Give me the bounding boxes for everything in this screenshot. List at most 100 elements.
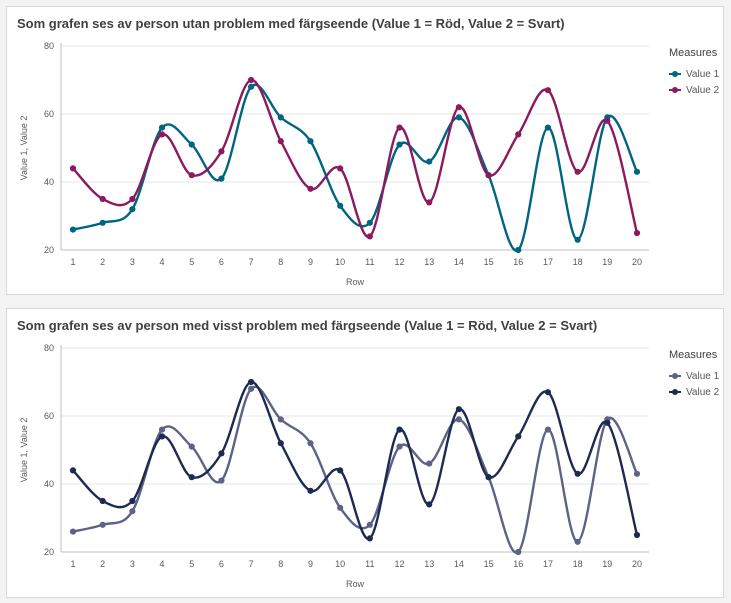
- y-tick-label: 80: [44, 41, 54, 51]
- data-point-value-1: [129, 508, 136, 515]
- series-line-value-2: [72, 78, 639, 238]
- data-point-value-1: [515, 548, 522, 556]
- legend: Measures Value 1 Value 2: [669, 349, 719, 400]
- y-tick-label: 60: [44, 109, 54, 119]
- data-point-value-2: [158, 131, 166, 138]
- data-point-value-2: [158, 433, 166, 440]
- legend-label: Value 1: [686, 370, 720, 382]
- data-point-value-2: [396, 426, 403, 433]
- x-tick-label: 14: [454, 257, 464, 267]
- x-tick-label: 20: [632, 257, 642, 267]
- data-point-value-1: [574, 236, 581, 243]
- legend-swatch-value-2: [669, 386, 681, 398]
- legend-swatch-value-1: [669, 370, 681, 382]
- data-point-value-1: [455, 416, 462, 423]
- x-tick-label: 4: [160, 559, 165, 569]
- x-tick-label: 6: [219, 559, 224, 569]
- legend-item-value-1[interactable]: Value 1: [669, 66, 719, 82]
- data-point-value-1: [455, 114, 462, 121]
- data-point-value-2: [426, 199, 433, 206]
- data-point-value-1: [248, 385, 255, 392]
- data-point-value-1: [248, 83, 255, 90]
- data-point-value-2: [544, 87, 552, 94]
- data-point-value-2: [485, 172, 492, 179]
- x-tick-label: 16: [513, 559, 523, 569]
- data-point-value-1: [188, 141, 195, 148]
- data-point-value-2: [69, 467, 77, 474]
- y-tick-label: 20: [44, 547, 54, 557]
- data-point-value-2: [277, 138, 284, 145]
- x-tick-label: 11: [365, 559, 374, 569]
- legend: Measures Value 1 Value 2: [669, 47, 719, 98]
- x-tick-label: 19: [602, 257, 612, 267]
- legend-item-value-1[interactable]: Value 1: [669, 368, 719, 384]
- data-point-value-1: [99, 219, 106, 226]
- data-point-value-1: [366, 219, 373, 226]
- legend-item-value-2[interactable]: Value 2: [669, 384, 719, 400]
- x-tick-label: 4: [160, 257, 165, 267]
- data-point-value-2: [633, 229, 641, 237]
- series-line-value-1: [72, 385, 639, 554]
- x-tick-label: 13: [424, 559, 434, 569]
- x-tick-label: 17: [543, 559, 553, 569]
- data-point-value-1: [633, 168, 641, 175]
- data-point-value-1: [99, 521, 106, 528]
- data-point-value-2: [515, 433, 522, 440]
- data-point-value-2: [426, 501, 433, 508]
- series-line-value-1: [72, 83, 639, 252]
- data-point-value-1: [277, 416, 284, 423]
- x-axis-title: Row: [346, 579, 365, 589]
- x-tick-label: 3: [130, 257, 135, 267]
- data-point-value-2: [129, 497, 136, 505]
- x-tick-label: 7: [249, 559, 254, 569]
- x-tick-label: 1: [70, 257, 75, 267]
- data-point-value-2: [515, 131, 522, 138]
- data-point-value-2: [396, 124, 403, 131]
- data-point-value-2: [307, 487, 314, 494]
- legend-title: Measures: [669, 47, 718, 59]
- y-tick-label: 20: [44, 245, 54, 255]
- x-tick-label: 12: [395, 257, 405, 267]
- data-point-value-2: [574, 470, 581, 477]
- x-tick-label: 18: [573, 559, 583, 569]
- data-point-value-2: [604, 419, 611, 426]
- data-point-value-1: [337, 202, 344, 209]
- data-point-value-1: [544, 124, 552, 131]
- data-point-value-2: [248, 378, 255, 386]
- data-point-value-1: [69, 226, 77, 233]
- data-point-value-1: [337, 504, 344, 511]
- data-point-value-2: [277, 440, 284, 447]
- data-point-value-2: [129, 195, 136, 203]
- data-point-value-1: [574, 538, 581, 545]
- data-point-value-2: [188, 474, 195, 481]
- x-tick-label: 5: [189, 257, 194, 267]
- x-tick-label: 15: [484, 257, 494, 267]
- x-tick-label: 19: [602, 559, 612, 569]
- data-point-value-1: [69, 528, 77, 535]
- x-tick-label: 16: [513, 257, 523, 267]
- y-tick-label: 40: [44, 177, 54, 187]
- y-tick-label: 80: [44, 343, 54, 353]
- data-point-value-1: [396, 141, 403, 148]
- x-tick-label: 15: [484, 559, 494, 569]
- data-point-value-2: [218, 148, 225, 155]
- data-point-value-2: [99, 195, 106, 203]
- chart-panel-1: Som grafen ses av person utan problem me…: [6, 6, 724, 295]
- data-point-value-2: [604, 117, 611, 124]
- data-point-value-1: [366, 521, 373, 528]
- x-tick-label: 13: [424, 257, 434, 267]
- legend-title: Measures: [669, 349, 718, 361]
- chart-panel-2: Som grafen ses av person med visst probl…: [6, 308, 724, 598]
- x-tick-label: 9: [308, 559, 313, 569]
- legend-label: Value 2: [686, 84, 720, 96]
- x-tick-label: 2: [100, 257, 105, 267]
- x-tick-label: 8: [278, 257, 283, 267]
- legend-item-value-2[interactable]: Value 2: [669, 82, 719, 98]
- x-tick-label: 18: [573, 257, 583, 267]
- x-tick-label: 17: [543, 257, 553, 267]
- legend-label: Value 1: [686, 68, 720, 80]
- x-tick-label: 20: [632, 559, 642, 569]
- data-point-value-1: [426, 460, 433, 467]
